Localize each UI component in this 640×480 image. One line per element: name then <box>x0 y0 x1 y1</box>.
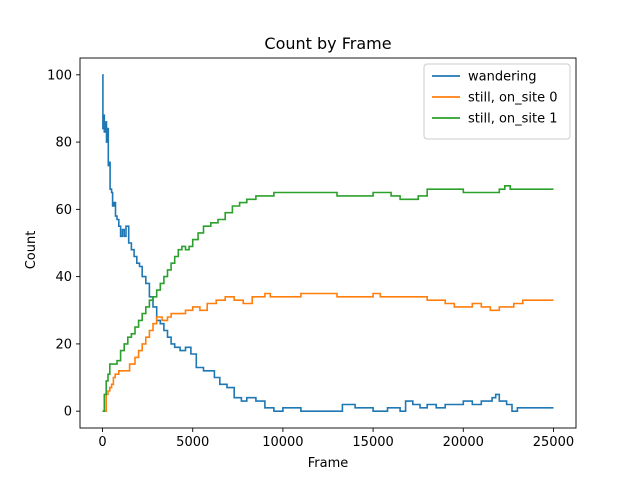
x-axis-title: Frame <box>308 456 349 471</box>
x-tick-label: 20000 <box>443 435 484 450</box>
y-axis-title: Count <box>24 231 39 270</box>
legend-box <box>423 63 571 140</box>
plot-frame <box>79 57 577 429</box>
series-line-1 <box>102 292 554 412</box>
legend-label-0: wandering <box>468 70 537 85</box>
legend-label-2: still, on_site 1 <box>468 112 558 127</box>
x-tick-label: 5000 <box>176 435 209 450</box>
chart-title: Count by Frame <box>264 34 391 53</box>
y-tick-label: 80 <box>55 136 72 151</box>
y-tick-label: 60 <box>55 203 72 218</box>
x-tick-label: 0 <box>98 435 106 450</box>
y-tick-label: 40 <box>55 270 72 285</box>
x-tick-label: 25000 <box>533 435 574 450</box>
series-line-0 <box>102 74 554 412</box>
axes-layer: 0 5000 10000 15000 20000 25000 0 20 40 60 80 100 <box>47 57 577 450</box>
legend-label-1: still, on_site 0 <box>468 91 558 106</box>
y-tick-label: 100 <box>47 68 72 83</box>
x-tick-label: 10000 <box>262 435 303 450</box>
y-tick-label: 0 <box>64 405 72 420</box>
x-tick-label: 15000 <box>352 435 393 450</box>
series-layer <box>102 74 554 412</box>
y-tick-label: 20 <box>55 337 72 352</box>
legend: wandering still, on_site 0 still, on_site … <box>423 63 571 140</box>
series-line-2 <box>102 185 554 412</box>
